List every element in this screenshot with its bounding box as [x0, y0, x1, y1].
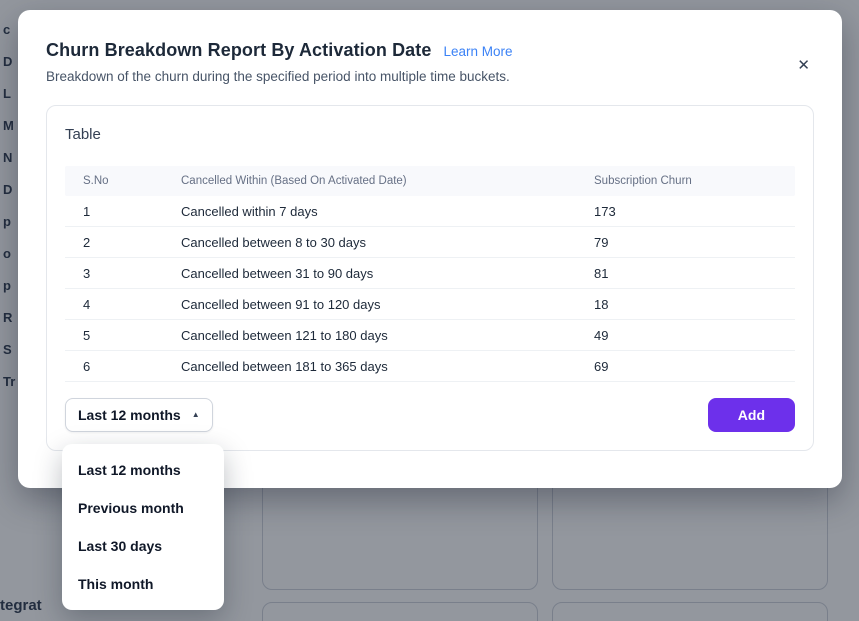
sidebar-fragment: D	[3, 54, 13, 69]
menu-item-previous-month[interactable]: Previous month	[78, 500, 184, 516]
menu-item-last-30-days[interactable]: Last 30 days	[78, 538, 163, 554]
table-cell-bucket: Cancelled within 7 days	[181, 203, 318, 219]
add-button[interactable]: Add	[707, 398, 795, 432]
modal-subtitle: Breakdown of the churn during the specif…	[46, 69, 510, 84]
background-sidebar-fragments: c D L M N D p o p R S Tr	[3, 20, 15, 391]
menu-item-this-month[interactable]: This month	[78, 576, 154, 592]
table-row: 1 Cancelled within 7 days 173	[65, 196, 795, 227]
sidebar-fragment: N	[3, 150, 13, 165]
table-cell-sno: 2	[83, 234, 91, 250]
sidebar-fragment: Tr	[3, 374, 16, 389]
table-row: 6 Cancelled between 181 to 365 days 69	[65, 351, 795, 382]
churn-table: S.No Cancelled Within (Based On Activate…	[65, 166, 795, 382]
sidebar-fragment: D	[3, 182, 13, 197]
table-row: 5 Cancelled between 121 to 180 days 49	[65, 320, 795, 351]
table-cell-churn: 18	[594, 296, 609, 312]
table-panel: Table S.No Cancelled Within (Based On Ac…	[46, 105, 814, 451]
column-header-churn: Subscription Churn	[594, 175, 692, 187]
sidebar-fragment: R	[3, 310, 13, 325]
table-cell-churn: 173	[594, 203, 616, 219]
period-dropdown-menu: Last 12 months Previous month Last 30 da…	[62, 444, 224, 610]
table-cell-bucket: Cancelled between 91 to 120 days	[181, 296, 381, 312]
table-cell-bucket: Cancelled between 121 to 180 days	[181, 327, 388, 343]
background-bottom-fragment: tegrat	[0, 597, 42, 614]
table-row: 4 Cancelled between 91 to 120 days 18	[65, 289, 795, 320]
modal-header: Churn Breakdown Report By Activation Dat…	[46, 40, 814, 61]
sidebar-fragment: p	[3, 278, 11, 293]
period-dropdown-button[interactable]: Last 12 months ▲	[65, 398, 213, 432]
table-header-row: S.No Cancelled Within (Based On Activate…	[65, 166, 795, 196]
table-cell-churn: 49	[594, 327, 609, 343]
table-cell-sno: 5	[83, 327, 91, 343]
panel-title: Table	[65, 126, 101, 143]
table-row: 2 Cancelled between 8 to 30 days 79	[65, 227, 795, 258]
table-cell-sno: 1	[83, 203, 91, 219]
sidebar-fragment: c	[3, 22, 11, 37]
table-cell-churn: 81	[594, 265, 609, 281]
background-card	[262, 602, 538, 621]
table-cell-bucket: Cancelled between 181 to 365 days	[181, 358, 388, 374]
table-cell-sno: 3	[83, 265, 91, 281]
modal-title: Churn Breakdown Report By Activation Dat…	[46, 40, 432, 60]
background-card	[552, 602, 828, 621]
period-dropdown-value: Last 12 months	[78, 407, 181, 423]
table-cell-churn: 79	[594, 234, 609, 250]
learn-more-link[interactable]: Learn More	[443, 44, 513, 59]
menu-item-last-12-months[interactable]: Last 12 months	[78, 462, 181, 478]
close-icon[interactable]: ✕	[793, 54, 814, 77]
table-row: 3 Cancelled between 31 to 90 days 81	[65, 258, 795, 289]
churn-breakdown-modal: Churn Breakdown Report By Activation Dat…	[18, 10, 842, 488]
table-cell-bucket: Cancelled between 8 to 30 days	[181, 234, 367, 250]
table-cell-sno: 4	[83, 296, 91, 312]
sidebar-fragment: S	[3, 342, 12, 357]
table-cell-sno: 6	[83, 358, 91, 374]
sidebar-fragment: M	[3, 118, 14, 133]
sidebar-fragment: L	[3, 86, 11, 101]
chevron-up-icon: ▲	[191, 410, 200, 419]
table-cell-bucket: Cancelled between 31 to 90 days	[181, 265, 374, 281]
column-header-sno: S.No	[83, 175, 109, 187]
panel-footer: Last 12 months ▲ Add	[65, 398, 795, 432]
column-header-bucket: Cancelled Within (Based On Activated Dat…	[181, 175, 407, 187]
sidebar-fragment: o	[3, 246, 11, 261]
table-cell-churn: 69	[594, 358, 609, 374]
sidebar-fragment: p	[3, 214, 11, 229]
